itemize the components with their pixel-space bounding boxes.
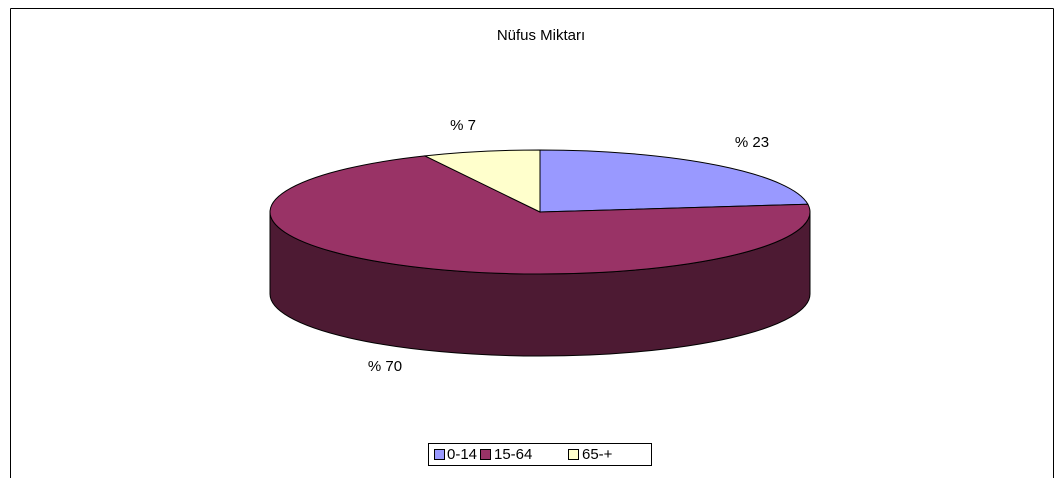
legend-label: 65-+	[582, 446, 613, 463]
legend-label: 0-14	[447, 446, 477, 463]
data-label: % 7	[450, 117, 476, 134]
slice	[539, 149, 809, 213]
slice	[423, 149, 541, 213]
legend-swatch	[480, 449, 491, 460]
slice	[269, 155, 811, 275]
legend-swatch	[568, 449, 579, 460]
data-label: % 70	[368, 358, 402, 375]
legend-label: 15-64	[494, 446, 532, 463]
data-label: % 23	[735, 134, 769, 151]
chart-title: Nüfus Miktarı	[497, 27, 585, 44]
legend-swatch	[434, 449, 445, 460]
